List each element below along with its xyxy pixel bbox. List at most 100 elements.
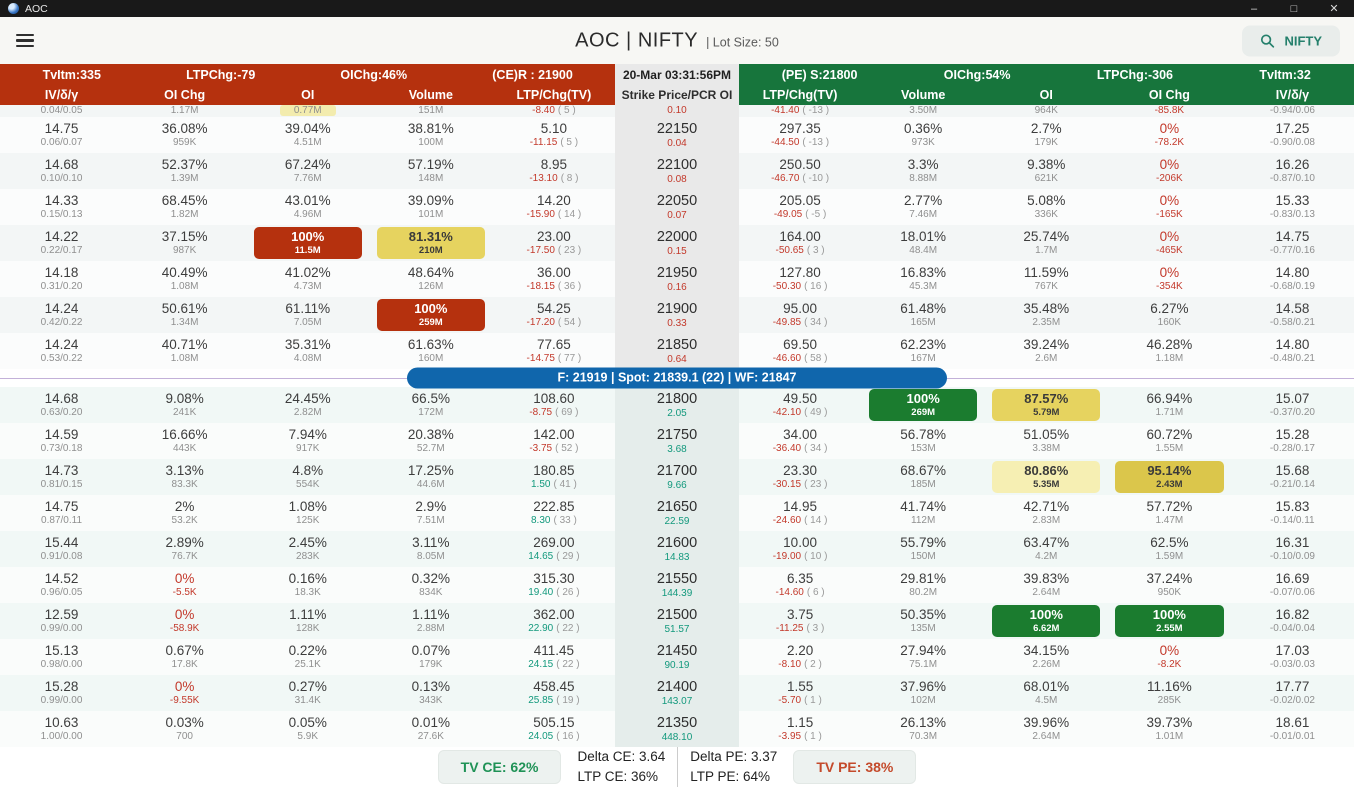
strike-price[interactable]: 220500.07 [615, 189, 738, 225]
pe-oi-chg[interactable]: 0%-78.2K [1108, 117, 1231, 153]
option-row-21650[interactable]: 14.750.87/0.112%53.2K1.08%125K2.9%7.51M2… [0, 495, 1354, 531]
pe-volume[interactable]: 50.35%135M [862, 603, 985, 639]
ce-iv[interactable]: 14.520.96/0.05 [0, 567, 123, 603]
pe-oi[interactable]: 100%6.62M [985, 603, 1108, 639]
ce-volume[interactable]: 61.63%160M [369, 333, 492, 369]
pe-volume[interactable]: 3.3%8.88M [862, 153, 985, 189]
ce-oi[interactable]: 0.05%5.9K [246, 711, 369, 747]
ce-ltp[interactable]: -8.40( 5 ) [492, 105, 615, 117]
ce-oi-chg[interactable]: 0%-9.55K [123, 675, 246, 711]
pe-oi[interactable]: 35.48%2.35M [985, 297, 1108, 333]
pe-volume[interactable]: 37.96%102M [862, 675, 985, 711]
pe-oi[interactable]: 9.38%621K [985, 153, 1108, 189]
ce-oi[interactable]: 67.24%7.76M [246, 153, 369, 189]
pe-oi[interactable]: 25.74%1.7M [985, 225, 1108, 261]
ce-oi[interactable]: 0.16%18.3K [246, 567, 369, 603]
ce-volume[interactable]: 0.32%834K [369, 567, 492, 603]
pe-iv[interactable]: 16.69-0.07/0.06 [1231, 567, 1354, 603]
strike-price[interactable]: 221000.08 [615, 153, 738, 189]
ce-ltp[interactable]: 269.0014.65( 29 ) [492, 531, 615, 567]
pe-oi-chg[interactable]: 0%-354K [1108, 261, 1231, 297]
pe-ltp[interactable]: 164.00-50.65( 3 ) [739, 225, 862, 261]
ce-ltp[interactable]: 411.4524.15( 22 ) [492, 639, 615, 675]
ce-iv[interactable]: 14.240.42/0.22 [0, 297, 123, 333]
ce-volume[interactable]: 0.13%343K [369, 675, 492, 711]
ce-oi-chg[interactable]: 37.15%987K [123, 225, 246, 261]
ce-oi[interactable]: 2.45%283K [246, 531, 369, 567]
ce-volume[interactable]: 57.19%148M [369, 153, 492, 189]
ce-oi[interactable]: 0.77M [246, 105, 369, 117]
pe-ltp[interactable]: 95.00-49.85( 34 ) [739, 297, 862, 333]
pe-oi-chg[interactable]: 11.16%285K [1108, 675, 1231, 711]
pe-oi-chg[interactable]: 62.5%1.59M [1108, 531, 1231, 567]
pe-iv[interactable]: 14.80-0.68/0.19 [1231, 261, 1354, 297]
ce-oi-chg[interactable]: 0%-58.9K [123, 603, 246, 639]
ce-ltp[interactable]: 142.00-3.75( 52 ) [492, 423, 615, 459]
pe-iv[interactable]: 16.82-0.04/0.04 [1231, 603, 1354, 639]
ce-volume[interactable]: 0.07%179K [369, 639, 492, 675]
pe-ltp[interactable]: 297.35-44.50( -13 ) [739, 117, 862, 153]
pe-ltp[interactable]: 2.20-8.10( 2 ) [739, 639, 862, 675]
ce-oi[interactable]: 1.08%125K [246, 495, 369, 531]
close-button[interactable]: ✕ [1314, 0, 1354, 17]
pe-oi-chg[interactable]: 6.27%160K [1108, 297, 1231, 333]
pe-oi-chg[interactable]: 66.94%1.71M [1108, 387, 1231, 423]
ce-oi-chg[interactable]: 2%53.2K [123, 495, 246, 531]
strike-price[interactable]: 0.10 [615, 105, 738, 117]
pe-ltp[interactable]: 3.75-11.25( 3 ) [739, 603, 862, 639]
ce-iv[interactable]: 14.590.73/0.18 [0, 423, 123, 459]
pe-iv[interactable]: 14.80-0.48/0.21 [1231, 333, 1354, 369]
pe-ltp[interactable]: 1.15-3.95( 1 ) [739, 711, 862, 747]
pe-volume[interactable]: 62.23%167M [862, 333, 985, 369]
option-row-21800[interactable]: 14.680.63/0.209.08%241K24.45%2.82M66.5%1… [0, 387, 1354, 423]
pe-volume[interactable]: 68.67%185M [862, 459, 985, 495]
pe-oi-chg[interactable]: 95.14%2.43M [1108, 459, 1231, 495]
ce-oi[interactable]: 39.04%4.51M [246, 117, 369, 153]
pe-oi[interactable]: 51.05%3.38M [985, 423, 1108, 459]
strike-price[interactable]: 2160014.83 [615, 531, 738, 567]
strike-price[interactable]: 218500.64 [615, 333, 738, 369]
pe-iv[interactable]: 18.61-0.01/0.01 [1231, 711, 1354, 747]
ce-ltp[interactable]: 108.60-8.75( 69 ) [492, 387, 615, 423]
ce-ltp[interactable]: 54.25-17.20( 54 ) [492, 297, 615, 333]
ce-volume[interactable]: 38.81%100M [369, 117, 492, 153]
strike-price[interactable]: 217503.68 [615, 423, 738, 459]
pe-oi-chg[interactable]: 100%2.55M [1108, 603, 1231, 639]
ce-oi-chg[interactable]: 40.49%1.08M [123, 261, 246, 297]
ce-iv[interactable]: 15.280.99/0.00 [0, 675, 123, 711]
hamburger-menu-button[interactable] [16, 34, 34, 48]
strike-price[interactable]: 217009.66 [615, 459, 738, 495]
ce-iv[interactable]: 14.730.81/0.15 [0, 459, 123, 495]
pe-oi[interactable]: 42.71%2.83M [985, 495, 1108, 531]
pe-ltp[interactable]: 6.35-14.60( 6 ) [739, 567, 862, 603]
ce-oi[interactable]: 24.45%2.82M [246, 387, 369, 423]
pe-oi-chg[interactable]: 0%-465K [1108, 225, 1231, 261]
ce-volume[interactable]: 3.11%8.05M [369, 531, 492, 567]
option-row-21500[interactable]: 12.590.99/0.000%-58.9K1.11%128K1.11%2.88… [0, 603, 1354, 639]
ce-volume[interactable]: 100%259M [369, 297, 492, 333]
option-row-21600[interactable]: 15.440.91/0.082.89%76.7K2.45%283K3.11%8.… [0, 531, 1354, 567]
option-row-21450[interactable]: 15.130.98/0.000.67%17.8K0.22%25.1K0.07%1… [0, 639, 1354, 675]
pe-ltp[interactable]: 1.55-5.70( 1 ) [739, 675, 862, 711]
option-row-21850[interactable]: 14.240.53/0.2240.71%1.08M35.31%4.08M61.6… [0, 333, 1354, 369]
ce-oi[interactable]: 7.94%917K [246, 423, 369, 459]
ce-oi-chg[interactable]: 0.67%17.8K [123, 639, 246, 675]
pe-ltp[interactable]: 49.50-42.10( 49 ) [739, 387, 862, 423]
ce-oi-chg[interactable]: 2.89%76.7K [123, 531, 246, 567]
option-row-21700[interactable]: 14.730.81/0.153.13%83.3K4.8%554K17.25%44… [0, 459, 1354, 495]
pe-oi-chg[interactable]: 0%-8.2K [1108, 639, 1231, 675]
pe-volume[interactable]: 61.48%165M [862, 297, 985, 333]
option-row-22000[interactable]: 14.220.22/0.1737.15%987K100%11.5M81.31%2… [0, 225, 1354, 261]
ce-iv[interactable]: 14.750.06/0.07 [0, 117, 123, 153]
strike-price[interactable]: 219500.16 [615, 261, 738, 297]
pe-iv[interactable]: -0.94/0.06 [1231, 105, 1354, 117]
ce-iv[interactable]: 14.680.10/0.10 [0, 153, 123, 189]
pe-oi-chg[interactable]: 46.28%1.18M [1108, 333, 1231, 369]
ce-oi-chg[interactable]: 3.13%83.3K [123, 459, 246, 495]
pe-ltp[interactable]: 34.00-36.40( 34 ) [739, 423, 862, 459]
ce-iv[interactable]: 14.180.31/0.20 [0, 261, 123, 297]
pe-ltp[interactable]: 14.95-24.60( 14 ) [739, 495, 862, 531]
option-row-21950[interactable]: 14.180.31/0.2040.49%1.08M41.02%4.73M48.6… [0, 261, 1354, 297]
pe-iv[interactable]: 15.07-0.37/0.20 [1231, 387, 1354, 423]
pe-oi-chg[interactable]: 0%-165K [1108, 189, 1231, 225]
